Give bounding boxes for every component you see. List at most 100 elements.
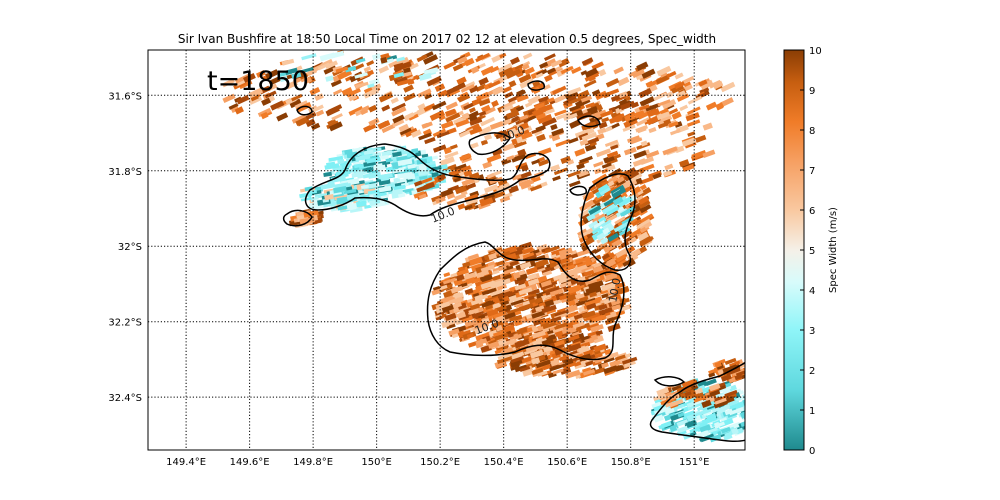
radar-cell xyxy=(532,80,541,88)
radar-cell xyxy=(601,253,610,261)
radar-cell xyxy=(550,123,558,131)
radar-cell xyxy=(522,332,533,339)
lat-tick-label: 31.6°S xyxy=(108,91,142,102)
radar-cell xyxy=(521,131,533,140)
radar-cell xyxy=(513,314,523,321)
radar-cell xyxy=(685,112,700,122)
radar-cell xyxy=(381,123,396,134)
radar-cell xyxy=(568,180,581,188)
radar-cell xyxy=(503,100,516,109)
radar-cell xyxy=(560,257,571,265)
radar-cell xyxy=(323,171,333,178)
radar-cell xyxy=(285,67,298,76)
radar-cell xyxy=(330,79,342,88)
radar-cell xyxy=(584,67,599,78)
radar-cell xyxy=(222,78,235,88)
radar-cell xyxy=(598,307,613,316)
radar-cell xyxy=(665,91,674,99)
radar-cell xyxy=(461,81,476,90)
radar-cell xyxy=(429,110,446,121)
radar-cell xyxy=(409,62,419,70)
radar-cell xyxy=(571,331,581,338)
radar-cell xyxy=(636,218,651,229)
radar-cell xyxy=(535,124,546,132)
radar-cell xyxy=(663,169,673,177)
radar-cell xyxy=(547,97,555,103)
radar-cell xyxy=(480,321,489,328)
radar-cell xyxy=(676,425,689,434)
radar-cell xyxy=(520,180,535,188)
radar-cell xyxy=(552,175,561,182)
radar-cell xyxy=(236,94,250,105)
radar-cell xyxy=(413,180,423,187)
lat-tick-label: 32.2°S xyxy=(108,318,142,329)
radar-cell xyxy=(521,63,530,71)
radar-cell xyxy=(435,196,446,204)
radar-cell xyxy=(559,354,570,362)
radar-cell xyxy=(561,327,573,335)
radar-cell xyxy=(393,184,406,191)
radar-cell xyxy=(388,60,398,69)
radar-cell xyxy=(331,113,343,121)
radar-cell xyxy=(676,90,686,98)
radar-cell xyxy=(363,66,372,73)
radar-cell xyxy=(475,338,488,346)
radar-cell xyxy=(554,93,568,104)
radar-cell xyxy=(402,188,414,194)
radar-cell xyxy=(748,412,763,420)
radar-cell xyxy=(656,387,670,397)
radar-cell xyxy=(575,300,584,307)
radar-cell xyxy=(512,271,521,280)
radar-cell xyxy=(526,266,539,276)
radar-cell xyxy=(268,76,282,86)
radar-cell xyxy=(486,153,502,163)
radar-cell xyxy=(534,297,544,304)
radar-cell xyxy=(611,239,622,247)
radar-cell xyxy=(535,72,544,79)
radar-cell xyxy=(677,412,685,418)
radar-cell xyxy=(541,304,557,314)
radar-cell xyxy=(346,151,358,159)
radar-cell xyxy=(661,406,670,412)
radar-cell xyxy=(499,134,513,142)
radar-cell xyxy=(470,276,484,285)
radar-cell xyxy=(439,295,454,305)
colorbar-tick-labels: 0 1 2 3 4 5 6 7 8 9 10 xyxy=(800,46,822,457)
radar-cell xyxy=(659,71,668,78)
radar-cell xyxy=(324,194,334,201)
radar-cell xyxy=(408,180,419,186)
radar-cell xyxy=(596,92,606,99)
radar-cell xyxy=(433,144,447,153)
radar-cell xyxy=(553,322,569,330)
radar-cell xyxy=(681,137,696,147)
radar-cell xyxy=(699,86,710,95)
radar-cell xyxy=(478,98,491,107)
radar-cell xyxy=(368,117,380,127)
radar-cell xyxy=(363,86,373,94)
lon-tick-label: 149.6°E xyxy=(230,457,270,468)
radar-cell xyxy=(468,85,479,94)
radar-cell xyxy=(484,133,493,141)
radar-cell xyxy=(489,65,500,74)
radar-cell xyxy=(607,237,621,247)
radar-cell xyxy=(440,188,454,198)
radar-cell xyxy=(609,304,621,312)
radar-cell xyxy=(443,272,451,278)
contour-west xyxy=(304,143,551,217)
radar-cell xyxy=(651,401,661,409)
radar-cell xyxy=(480,139,489,146)
radar-cell xyxy=(478,126,492,136)
radar-cell xyxy=(522,252,535,259)
radar-cell xyxy=(354,72,368,79)
radar-cell xyxy=(234,73,250,84)
radar-cell xyxy=(578,345,590,354)
lon-tick-label: 149.8°E xyxy=(293,457,333,468)
radar-cell xyxy=(601,116,610,123)
radar-cell xyxy=(681,410,696,420)
lon-tick-label: 150.6°E xyxy=(547,457,587,468)
radar-cell xyxy=(607,232,620,242)
radar-cell xyxy=(668,399,684,408)
radar-cell xyxy=(461,177,475,187)
radar-cell xyxy=(230,105,240,113)
colorbar-label: Spec Width (m/s) xyxy=(828,207,839,293)
